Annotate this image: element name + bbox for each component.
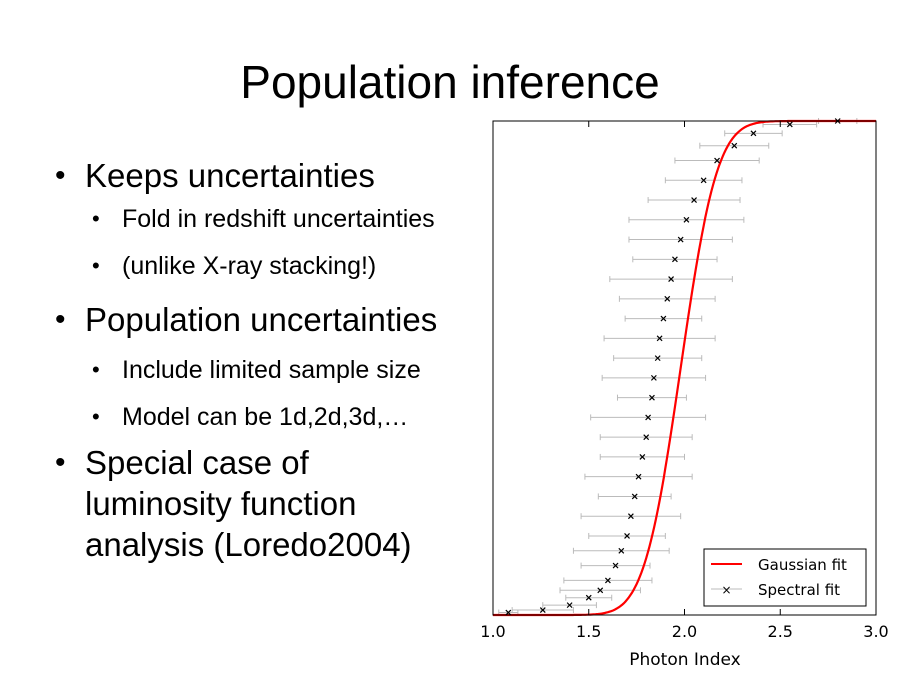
bullet-population-uncertainties: Population uncertainties <box>55 299 515 340</box>
legend-spectral-label: Spectral fit <box>758 581 840 599</box>
data-point <box>597 587 604 594</box>
gaussian-fit-curve <box>493 119 876 617</box>
bullet-special-case-line2: luminosity function <box>85 485 357 522</box>
x-axis-ticks: 1.0 1.5 2.0 2.5 3.0 <box>480 121 889 641</box>
data-point <box>624 533 630 539</box>
data-point <box>645 414 652 421</box>
data-point <box>585 594 592 601</box>
data-point <box>649 394 655 401</box>
data-point <box>786 121 793 128</box>
spectral-fit-points <box>505 118 841 616</box>
x-tick-label: 2.0 <box>672 622 697 641</box>
data-point <box>505 609 512 616</box>
x-axis-label: Photon Index <box>629 650 740 670</box>
legend-gaussian-label: Gaussian fit <box>758 556 847 574</box>
data-point <box>566 602 573 609</box>
data-point <box>627 513 634 520</box>
error-bars <box>498 118 858 616</box>
data-point <box>643 434 650 441</box>
data-point <box>677 236 684 243</box>
data-point <box>750 130 757 137</box>
data-point <box>539 607 546 613</box>
bullet-special-case-line3: analysis (Loredo2004) <box>85 526 412 563</box>
data-point <box>650 374 657 381</box>
data-point <box>700 177 707 184</box>
data-point <box>639 453 646 460</box>
sub-bullet-sample-size: Include limited sample size <box>55 353 515 387</box>
data-point <box>654 355 661 362</box>
data-point <box>604 577 611 584</box>
data-point <box>683 216 690 223</box>
slide-title: Population inference <box>240 56 660 108</box>
x-tick-label: 2.5 <box>768 622 793 641</box>
data-point <box>618 547 625 554</box>
data-point <box>668 276 675 283</box>
data-point <box>664 295 671 302</box>
legend: Gaussian fit × Spectral fit <box>703 548 867 607</box>
data-point <box>672 256 678 263</box>
data-point <box>660 315 667 322</box>
x-tick-label: 3.0 <box>863 622 888 641</box>
bullet-keeps-uncertainties: Keeps uncertainties <box>55 155 515 196</box>
data-point <box>631 493 638 500</box>
legend-box <box>703 548 867 607</box>
sub-bullet-model-dims: Model can be 1d,2d,3d,… <box>55 400 515 434</box>
bullet-list: Keeps uncertainties Fold in redshift unc… <box>55 155 515 565</box>
sub-bullet-xray: (unlike X-ray stacking!) <box>55 249 515 283</box>
bullet-special-case: Special case of luminosity function anal… <box>55 442 515 565</box>
data-point <box>612 562 619 569</box>
data-point <box>731 142 738 149</box>
plot-frame <box>492 120 877 616</box>
data-point <box>691 197 697 203</box>
legend-spectral-marker: × <box>721 583 731 597</box>
x-tick-label: 1.5 <box>576 622 601 641</box>
data-point <box>714 157 720 164</box>
bullet-special-case-line1: Special case of <box>85 444 309 481</box>
sub-bullet-redshift: Fold in redshift uncertainties <box>55 202 515 236</box>
data-point <box>635 473 642 480</box>
data-point <box>656 335 663 342</box>
photon-index-chart: 1.0 1.5 2.0 2.5 3.0 Photon Index Gaussian fi… <box>480 118 889 670</box>
x-tick-label: 1.0 <box>480 622 505 641</box>
